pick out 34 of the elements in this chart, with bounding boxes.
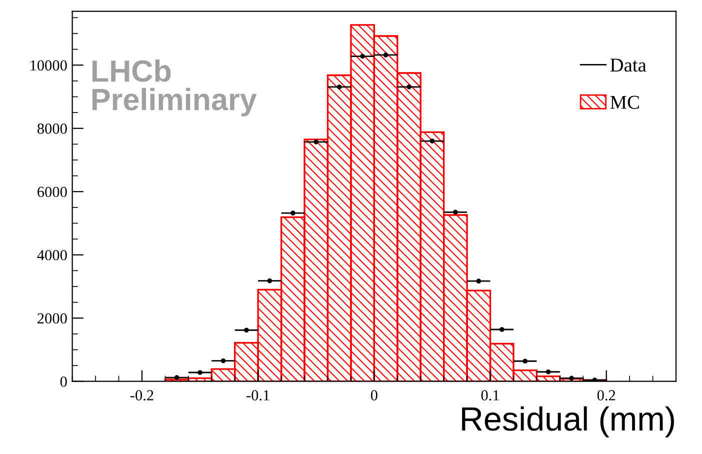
point [592, 378, 598, 382]
point [290, 210, 296, 216]
annotation: LHCb Preliminary [92, 59, 257, 116]
point [569, 376, 574, 381]
point [360, 54, 365, 59]
x-tick-label: -0.2 [130, 390, 154, 401]
x-tick-label: -0.1 [246, 390, 270, 401]
point [546, 369, 551, 374]
y-tick-label: 8000 [37, 124, 67, 134]
y-tick-label: 4000 [37, 250, 67, 260]
y-tick-label: 2000 [38, 313, 67, 324]
point [174, 375, 180, 380]
x-tick-label: 0 [370, 390, 378, 400]
x-tick-label: 0.1 [481, 390, 499, 401]
point [336, 84, 342, 90]
x-tick-label: 0.2 [597, 390, 616, 401]
point [314, 140, 319, 144]
point [453, 210, 458, 215]
y-tick-label: 6000 [38, 186, 67, 198]
point [406, 84, 412, 90]
point [198, 370, 202, 375]
point [244, 328, 249, 333]
legend-label: MC [610, 96, 639, 109]
x-axis-title: Residual (mm) [462, 406, 674, 438]
legend-label: Data [610, 58, 646, 72]
point [476, 278, 482, 284]
point [267, 278, 272, 284]
point [383, 52, 388, 58]
y-tick-label: 0 [60, 376, 67, 387]
point [499, 327, 504, 332]
y-tick-label: 10000 [30, 60, 67, 71]
point [430, 138, 435, 144]
point [220, 358, 226, 364]
point [522, 358, 528, 364]
